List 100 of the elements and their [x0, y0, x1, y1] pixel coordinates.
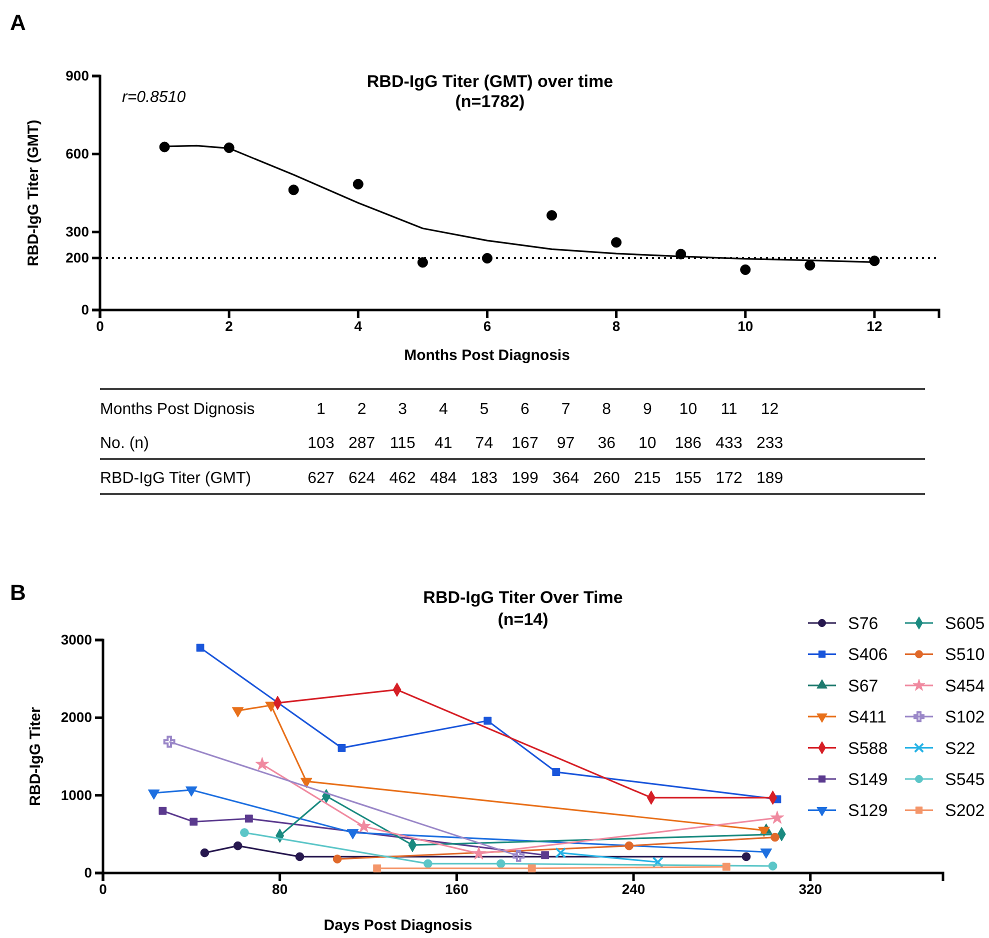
point	[482, 252, 493, 264]
point	[555, 847, 566, 858]
point	[770, 810, 784, 824]
point	[190, 818, 198, 826]
legend-label: S588	[848, 738, 888, 758]
legend-label: S22	[945, 738, 976, 758]
point	[255, 757, 270, 770]
point	[159, 142, 170, 152]
x-axis-title: Months Post Dignosis	[100, 401, 255, 418]
y-tick-label: 0	[81, 301, 90, 318]
point	[496, 859, 506, 868]
text: (n=1782)	[455, 92, 525, 111]
x-tick-label: 6	[483, 318, 492, 334]
y-tick-label: 900	[66, 67, 90, 84]
data-label: 364	[552, 470, 580, 487]
point	[611, 237, 622, 248]
data-label: 462	[389, 470, 416, 487]
data-label: 433	[716, 435, 742, 452]
point	[472, 846, 486, 860]
x-axis-title: Days Post Diagnosis	[324, 917, 472, 934]
x-tick-label: 3	[398, 401, 408, 418]
point	[424, 859, 432, 868]
data-label: 624	[348, 470, 376, 487]
x-tick-label: 11	[720, 401, 738, 418]
x-axis-title: Months Post Diagnosis	[404, 347, 570, 364]
chart-title: RBD-IgG Titer (GMT) over time	[366, 72, 614, 91]
x-tick-label: 240	[622, 880, 646, 897]
x-tick-label: 10	[679, 401, 698, 418]
point	[624, 841, 634, 850]
x-tick-label: 320	[798, 880, 822, 897]
point	[869, 256, 880, 266]
y-axis-title: RBD-IgG Titer	[27, 706, 44, 806]
data-label: 172	[716, 470, 742, 487]
point	[332, 854, 342, 864]
annotation: r=0.8510	[122, 89, 186, 106]
x-tick-label: 7	[561, 401, 570, 418]
point	[356, 819, 371, 832]
legend-label: S454	[945, 676, 985, 696]
x-tick-label: 4	[354, 318, 362, 334]
y-tick-label: 200	[66, 249, 90, 266]
x-tick-label: 2	[225, 318, 234, 334]
x-tick-label: 12	[760, 401, 779, 418]
y-tick-label: 2000	[60, 709, 92, 726]
x-tick-label: 8	[602, 401, 612, 418]
y-tick-label: No. (n)	[100, 435, 149, 452]
point	[240, 828, 249, 838]
point	[528, 864, 536, 872]
text: B	[10, 580, 26, 605]
y-tick-label: 1000	[60, 786, 92, 803]
point	[373, 864, 382, 872]
x-tick-label: 9	[642, 401, 652, 418]
data-label: 215	[634, 470, 661, 487]
point	[546, 210, 558, 221]
point	[484, 716, 492, 725]
data-label: 103	[308, 435, 334, 452]
y-tick-label: 300	[66, 223, 90, 240]
legend-label: S129	[848, 801, 888, 820]
data-label: 115	[390, 435, 416, 452]
legend-label: S102	[945, 708, 985, 727]
chart-title: RBD-IgG Titer Over Time	[423, 588, 623, 607]
data-label: 183	[470, 470, 498, 487]
point	[652, 856, 664, 868]
point	[804, 260, 816, 271]
x-tick-label: 80	[272, 880, 288, 897]
x-tick-label: 6	[520, 401, 530, 418]
point	[338, 744, 346, 752]
point	[742, 852, 751, 862]
point	[232, 707, 244, 718]
data-label: 627	[308, 470, 334, 487]
y-tick-label: 3000	[60, 631, 92, 648]
legend-label: S149	[848, 770, 888, 789]
legend-label: S605	[945, 614, 985, 633]
x-tick-label: 2	[357, 401, 366, 418]
point	[417, 257, 428, 268]
point	[244, 814, 253, 823]
x-tick-label: 5	[480, 401, 489, 418]
x-tick-label: 8	[612, 318, 620, 334]
y-tick-label: 0	[84, 864, 92, 880]
x-tick-label: 4	[438, 401, 448, 418]
x-tick-label: 1	[316, 401, 326, 418]
point	[196, 644, 204, 652]
x-tick-label: 160	[445, 880, 469, 897]
data-label: 167	[512, 435, 538, 452]
data-label: 484	[430, 470, 457, 487]
y-tick-label: 600	[66, 145, 90, 162]
point	[288, 184, 299, 196]
point	[233, 841, 242, 850]
data-label: 189	[756, 470, 784, 487]
x-tick-label: 10	[738, 318, 754, 334]
data-label: 74	[475, 435, 494, 452]
point	[295, 852, 304, 862]
legend-label: S411	[848, 708, 886, 727]
data-label: 97	[556, 435, 575, 452]
data-label: 10	[638, 435, 656, 452]
point	[512, 850, 525, 862]
legend-label: S510	[945, 645, 985, 664]
legend-label: S67	[848, 676, 878, 696]
data-label: 36	[598, 435, 616, 452]
point	[352, 178, 364, 190]
x-tick-label: 12	[866, 318, 882, 334]
